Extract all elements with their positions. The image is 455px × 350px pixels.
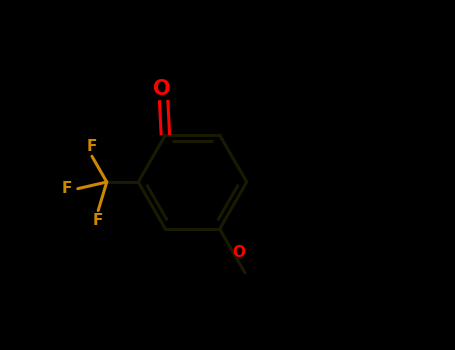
Text: F: F (93, 213, 103, 228)
Text: O: O (153, 79, 171, 99)
Text: F: F (87, 139, 97, 154)
Text: F: F (61, 181, 72, 196)
Text: O: O (233, 245, 246, 260)
